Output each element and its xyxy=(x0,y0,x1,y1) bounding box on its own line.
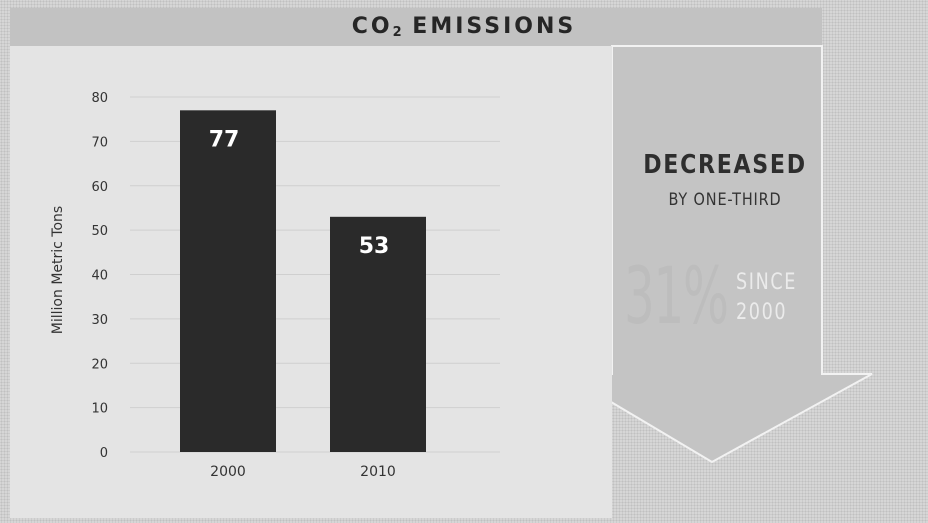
y-tick-label: 80 xyxy=(91,91,108,106)
y-tick-label: 20 xyxy=(91,357,108,372)
title-band xyxy=(10,8,822,46)
bar-2000 xyxy=(180,110,276,452)
bar-2010 xyxy=(330,216,426,452)
percent-figure: 31% xyxy=(624,252,729,342)
headline-decreased: DECREASED xyxy=(643,150,807,180)
subline-one-third: BY ONE-THIRD xyxy=(668,190,782,210)
x-tick-label: 2010 xyxy=(360,464,396,480)
x-tick-label: 2000 xyxy=(210,464,246,480)
y-tick-label: 0 xyxy=(100,446,108,461)
y-tick-label: 40 xyxy=(91,269,108,284)
y-tick-label: 60 xyxy=(91,180,108,195)
since-label: SINCE 2000 xyxy=(736,270,797,325)
y-tick-label: 30 xyxy=(91,313,108,328)
bar-data-label: 77 xyxy=(209,127,240,152)
y-tick-label: 70 xyxy=(91,135,108,150)
y-tick-label: 50 xyxy=(91,224,108,239)
y-axis-label: Million Metric Tons xyxy=(50,206,66,334)
page-title: CO2 EMISSIONS xyxy=(351,14,577,40)
chart-panel xyxy=(10,46,612,518)
bar-data-label: 53 xyxy=(359,234,390,259)
y-tick-label: 10 xyxy=(91,402,108,417)
